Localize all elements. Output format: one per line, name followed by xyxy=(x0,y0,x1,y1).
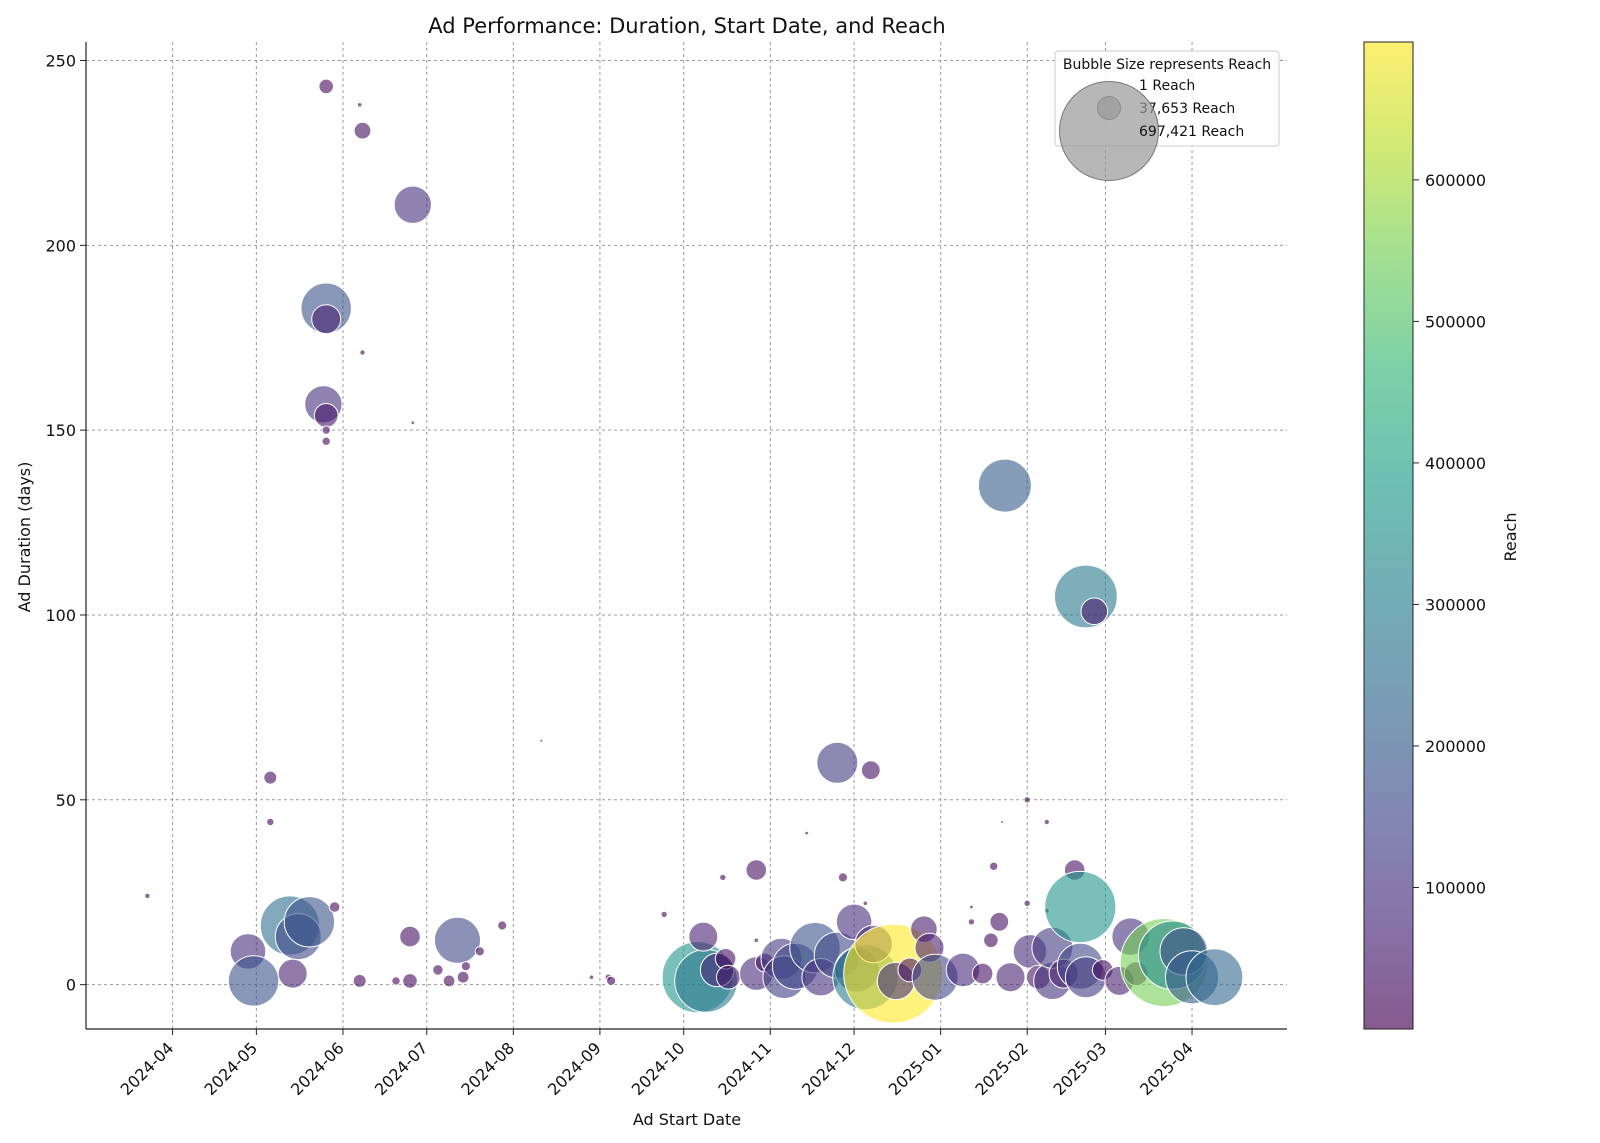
y-tick-label: 250 xyxy=(45,51,76,70)
bubble-point xyxy=(328,901,341,913)
grid-layer xyxy=(86,42,1287,1029)
y-axis-title: Ad Duration (days) xyxy=(15,462,34,613)
legend-label: 697,421 Reach xyxy=(1139,124,1244,140)
bubble-point xyxy=(393,185,432,224)
bubble-point xyxy=(989,911,1010,932)
bubble-point xyxy=(688,921,719,952)
colorbar-tick-label: 100000 xyxy=(1425,878,1486,897)
bubble-point xyxy=(321,436,331,446)
bubble-point xyxy=(977,458,1032,513)
bubble-point xyxy=(313,403,339,428)
bubble-point xyxy=(860,760,881,781)
bubble-point xyxy=(716,964,741,990)
bubble-point xyxy=(862,900,869,907)
bubble-point xyxy=(1000,820,1005,824)
bubble-point xyxy=(816,741,859,784)
bubble-point xyxy=(353,121,372,140)
x-tick-label: 2025-01 xyxy=(885,1038,946,1099)
bubble-point xyxy=(497,920,508,931)
legend-label: 1 Reach xyxy=(1139,78,1195,94)
bubble-point xyxy=(745,859,768,881)
x-tick-label: 2024-10 xyxy=(628,1038,689,1099)
x-tick-label: 2024-07 xyxy=(371,1038,432,1099)
bubble-point xyxy=(967,918,976,926)
bubble-point xyxy=(1044,870,1117,944)
x-tick-label: 2025-02 xyxy=(971,1038,1032,1099)
y-tick-label: 50 xyxy=(56,791,76,810)
colorbar-tick-label: 500000 xyxy=(1425,312,1486,331)
bubble-point xyxy=(402,973,418,989)
colorbar-tick-label: 400000 xyxy=(1425,454,1486,473)
x-tick-label: 2025-03 xyxy=(1050,1038,1111,1099)
x-tick-label: 2024-12 xyxy=(798,1038,859,1099)
bubble-point xyxy=(719,873,727,882)
bubble-point xyxy=(837,872,849,883)
bubble-point xyxy=(1185,948,1244,1007)
bubble-point xyxy=(539,738,544,743)
x-tick-label: 2024-04 xyxy=(117,1038,178,1099)
bubble-point xyxy=(266,817,275,827)
y-tick-label: 150 xyxy=(45,421,76,440)
bubble-point xyxy=(410,420,416,426)
bubble-point xyxy=(359,349,366,356)
bubble-point xyxy=(1023,796,1031,804)
chart-title: Ad Performance: Duration, Start Date, an… xyxy=(428,14,945,38)
bubble-point xyxy=(989,861,999,871)
legend-marker xyxy=(1058,80,1160,182)
bubble-point xyxy=(352,973,367,988)
bubble-point xyxy=(432,964,444,976)
bubble-point xyxy=(263,770,278,785)
bubble-point xyxy=(227,955,280,1007)
bubble-point xyxy=(283,896,336,948)
bubble-point xyxy=(1023,899,1031,907)
x-tick-label: 2024-06 xyxy=(287,1038,348,1099)
legend-label: 37,653 Reach xyxy=(1139,101,1235,117)
colorbar: 100000 200000 300000 400000 500000 600000 Rea… xyxy=(1363,41,1520,1030)
bubble-point xyxy=(311,304,342,335)
bubble-point xyxy=(1080,597,1109,626)
bubble-point xyxy=(969,904,974,910)
bubble-point xyxy=(399,925,421,948)
bubble-point xyxy=(474,946,485,957)
x-tick-label: 2024-09 xyxy=(544,1038,605,1099)
bubble-point xyxy=(804,830,809,836)
bubble-point xyxy=(277,958,308,989)
bubble-point xyxy=(434,916,481,964)
bubble-point xyxy=(144,892,151,900)
y-tick-label: 100 xyxy=(45,606,76,625)
x-tick-label: 2024-05 xyxy=(200,1038,261,1099)
y-tick-label: 200 xyxy=(45,236,76,255)
bubble-point xyxy=(995,962,1026,993)
x-axis-title: Ad Start Date xyxy=(633,1110,741,1129)
legend: Bubble Size represents Reach 1 Reach 37,6… xyxy=(1054,50,1280,182)
bubble-point xyxy=(588,974,595,981)
bubble-point xyxy=(606,975,617,987)
x-tick-label: 2025-04 xyxy=(1136,1038,1197,1099)
bubble-point xyxy=(460,961,471,972)
bubble-point xyxy=(442,974,456,988)
legend-title: Bubble Size represents Reach xyxy=(1063,57,1271,73)
colorbar-gradient xyxy=(1363,41,1414,1030)
colorbar-title: Reach xyxy=(1501,513,1520,562)
bubble-point xyxy=(456,970,470,984)
y-tick-label: 0 xyxy=(66,976,76,995)
bubble-point xyxy=(391,976,401,986)
bubble-point xyxy=(321,425,331,435)
bubble-point xyxy=(971,962,994,985)
bubble-point xyxy=(983,932,999,949)
colorbar-tick-label: 300000 xyxy=(1425,595,1486,614)
colorbar-tick-label: 200000 xyxy=(1425,737,1486,756)
bubble-point xyxy=(356,102,363,108)
colorbar-tick-label: 600000 xyxy=(1425,171,1486,190)
x-tick-label: 2024-08 xyxy=(457,1038,518,1099)
bubbles-layer xyxy=(144,78,1244,1024)
bubble-point xyxy=(660,910,668,919)
bubble-point xyxy=(318,78,335,95)
bubble-point xyxy=(753,937,760,944)
x-tick-label: 2024-11 xyxy=(714,1038,775,1099)
bubble-point xyxy=(1043,818,1051,826)
